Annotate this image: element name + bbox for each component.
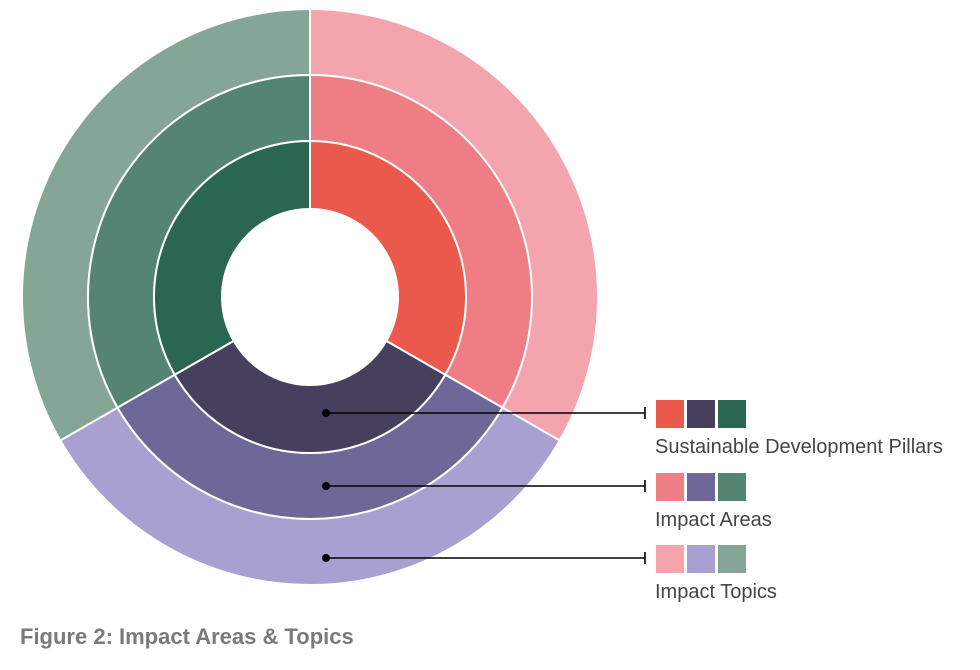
legend-swatch-topics-2 xyxy=(687,545,715,573)
legend-swatch-topics-1 xyxy=(656,545,684,573)
legend-label-pillars: Sustainable Development Pillars xyxy=(655,436,943,458)
legend-label-topics: Impact Topics xyxy=(655,581,777,603)
ring-pillars-segment-purple xyxy=(173,339,447,454)
legend-group: Sustainable Development Pillars Impact A… xyxy=(655,400,943,603)
legend-swatch-topics-3 xyxy=(718,545,746,573)
legend-swatch-pillars-3 xyxy=(718,400,746,428)
legend-swatch-pillars-2 xyxy=(687,400,715,428)
legend-swatch-areas-1 xyxy=(656,473,684,501)
callout-dot-areas xyxy=(322,482,330,490)
legend-swatch-areas-3 xyxy=(718,473,746,501)
legend-label-areas: Impact Areas xyxy=(655,509,772,531)
callouts-group xyxy=(322,407,646,564)
legend-swatch-pillars-1 xyxy=(656,400,684,428)
rings-group xyxy=(21,7,599,586)
callout-dot-pillars xyxy=(322,409,330,417)
callout-dot-topics xyxy=(322,554,330,562)
figure-caption: Figure 2: Impact Areas & Topics xyxy=(20,624,354,649)
legend-swatch-areas-2 xyxy=(687,473,715,501)
ring-pillars-segment-red xyxy=(309,139,467,377)
ring-pillars-segment-green xyxy=(153,139,311,377)
